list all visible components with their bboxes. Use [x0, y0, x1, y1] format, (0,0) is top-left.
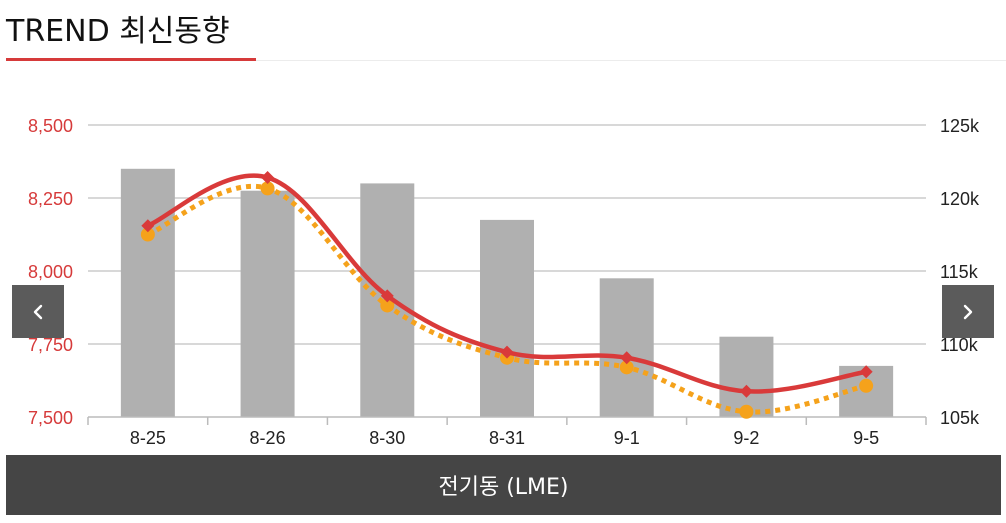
x-tick-label: 8-30 — [369, 428, 405, 448]
series-point-diamond — [739, 384, 753, 398]
next-button[interactable] — [942, 285, 994, 338]
y-left-tick-label: 8,000 — [28, 262, 73, 282]
bar — [240, 190, 295, 417]
series-point-diamond — [380, 289, 394, 303]
header: TREND 최신동향 — [0, 0, 1006, 62]
series-point-circle — [140, 227, 155, 242]
series-point-circle — [859, 378, 874, 393]
footer-bar: 전기동 (LME) — [6, 455, 1001, 515]
series-point-circle — [619, 360, 634, 375]
y-right-tick-label: 120k — [940, 189, 980, 209]
trend-chart: 7,500 105k 7,750 110k 8,000 115k 8,250 120k 8,50… — [28, 116, 980, 448]
x-tick-label: 8-26 — [250, 428, 286, 448]
header-divider — [256, 60, 1006, 61]
x-tick-label: 8-31 — [489, 428, 525, 448]
y-left-tick-label: 8,250 — [28, 189, 73, 209]
chevron-right-icon — [963, 304, 973, 319]
series-point-diamond — [261, 171, 275, 185]
bar — [480, 219, 534, 417]
chevron-left-icon — [33, 304, 43, 319]
bar — [120, 168, 175, 417]
series-point-diamond — [500, 345, 514, 359]
y-right-tick-label: 110k — [940, 335, 979, 355]
prev-button[interactable] — [12, 285, 64, 338]
series-point-circle — [380, 298, 395, 313]
series-point-circle — [260, 181, 275, 196]
title-underline — [6, 58, 256, 61]
series-point-diamond — [859, 365, 873, 379]
footer-label: 전기동 (LME) — [438, 475, 569, 500]
series-point-diamond — [141, 219, 155, 233]
series-point-circle — [739, 404, 754, 419]
bar — [719, 336, 774, 417]
x-tick-label: 8-25 — [130, 428, 166, 448]
x-tick-label: 9-5 — [853, 428, 879, 448]
y-left-tick-label: 8,500 — [28, 116, 73, 136]
y-right-tick-label: 105k — [940, 408, 980, 428]
bar — [599, 278, 654, 417]
page-title: TREND 최신동향 — [6, 14, 230, 49]
y-right-tick-label: 115k — [940, 262, 979, 282]
x-tick-label: 9-2 — [733, 428, 759, 448]
series-point-diamond — [620, 351, 634, 365]
y-right-tick-label: 125k — [940, 116, 980, 136]
x-tick-label: 9-1 — [614, 428, 640, 448]
y-left-tick-label: 7,750 — [28, 335, 73, 355]
y-left-tick-label: 7,500 — [28, 408, 73, 428]
